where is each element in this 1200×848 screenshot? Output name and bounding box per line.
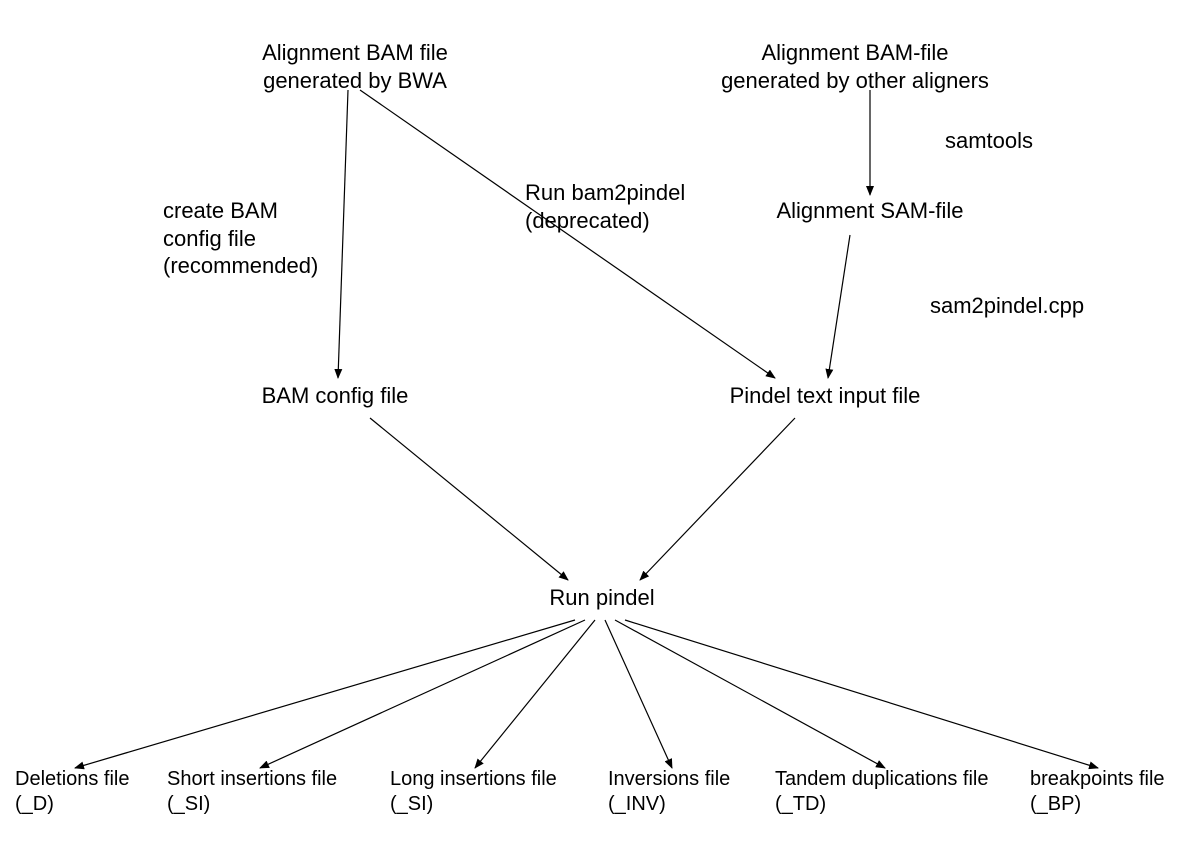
node-sam-file: Alignment SAM-file — [760, 197, 980, 225]
output-short-ins: Short insertions file (_SI) — [167, 767, 337, 817]
output-tandem: Tandem duplications file (_TD) — [775, 767, 988, 817]
node-bam-other: Alignment BAM-file generated by other al… — [705, 39, 1005, 94]
node-bam-config: BAM config file — [235, 382, 435, 410]
node-run-pindel: Run pindel — [532, 584, 672, 612]
node-pindel-text: Pindel text input file — [705, 382, 945, 410]
edge-label-sam2pindel: sam2pindel.cpp — [930, 292, 1084, 320]
node-bam-bwa: Alignment BAM file generated by BWA — [245, 39, 465, 94]
edge-label-samtools: samtools — [945, 127, 1033, 155]
edge-label-create-bam: create BAM config file (recommended) — [163, 197, 318, 280]
output-deletions: Deletions file (_D) — [15, 767, 130, 817]
output-long-ins: Long insertions file (_SI) — [390, 767, 557, 817]
output-inversions: Inversions file (_INV) — [608, 767, 730, 817]
output-breakpoints: breakpoints file (_BP) — [1030, 767, 1165, 817]
edge-label-bam2pindel: Run bam2pindel (deprecated) — [525, 179, 685, 234]
